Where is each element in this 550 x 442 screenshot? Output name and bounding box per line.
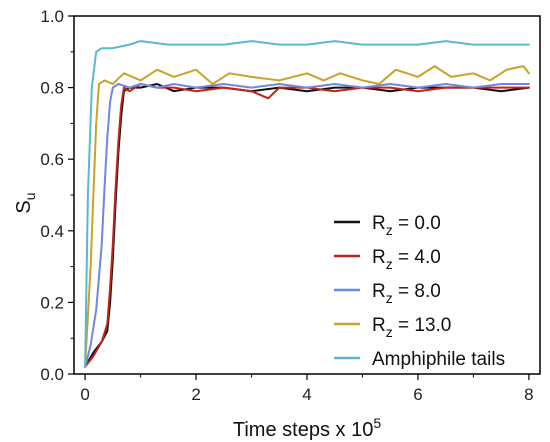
y-axis-label: Su: [13, 192, 38, 213]
legend-label-subscript: z: [386, 290, 393, 306]
axis-ticks: 0 2 4 6 8 0.0 0.2 0.4 0.6 0.8 1.0: [40, 7, 533, 404]
x-axis-label-superscript: 5: [373, 415, 381, 431]
legend-label-value: = 4.0: [393, 247, 441, 268]
y-tick-label: 0.8: [40, 79, 64, 98]
plot-series: [84, 40, 530, 368]
x-axis-label: Time steps x 105: [233, 415, 381, 441]
y-tick-label: 0.4: [40, 222, 64, 241]
legend-label-4: Rz = 13.0: [372, 315, 451, 340]
legend-label-main: R: [372, 213, 386, 234]
legend-label-subscript: z: [386, 222, 393, 238]
y-tick-label: 1.0: [40, 7, 64, 26]
y-tick-label: 0.2: [40, 293, 64, 312]
legend-label-1: Rz = 0.0: [372, 213, 441, 238]
legend-label-subscript: z: [386, 324, 393, 340]
y-tick-label: 0.0: [40, 365, 64, 384]
legend-label-2: Rz = 4.0: [372, 247, 441, 272]
x-tick-label: 0: [80, 385, 89, 404]
series-line-4: [84, 65, 530, 368]
x-tick-label: 8: [524, 385, 533, 404]
series-line-2: [84, 83, 530, 368]
y-axis-label-main: S: [13, 200, 35, 213]
legend-label-main: Amphiphile tails: [372, 349, 505, 370]
legend-label-value: = 13.0: [393, 315, 452, 336]
legend-label-main: R: [372, 315, 386, 336]
legend-label-main: R: [372, 247, 386, 268]
x-tick-label: 4: [302, 385, 311, 404]
legend-label-value: = 0.0: [393, 213, 441, 234]
x-tick-label: 2: [191, 385, 200, 404]
legend-label-3: Rz = 8.0: [372, 281, 441, 306]
legend-label-value: = 8.0: [393, 281, 441, 302]
series-line-5: [84, 40, 530, 368]
legend-label-5: Amphiphile tails: [372, 349, 505, 370]
y-tick-label: 0.6: [40, 150, 64, 169]
legend-label-main: R: [372, 281, 386, 302]
x-tick-label: 6: [413, 385, 422, 404]
y-axis-label-subscript: u: [22, 192, 38, 200]
series-line-1: [84, 83, 530, 368]
plot-frame: [73, 15, 541, 375]
x-axis-label-main: Time steps x 10: [233, 419, 373, 441]
legend-label-subscript: z: [386, 256, 393, 272]
legend: Rz = 0.0Rz = 4.0Rz = 8.0Rz = 13.0Amphiph…: [334, 213, 505, 370]
series-line-3: [84, 83, 530, 368]
